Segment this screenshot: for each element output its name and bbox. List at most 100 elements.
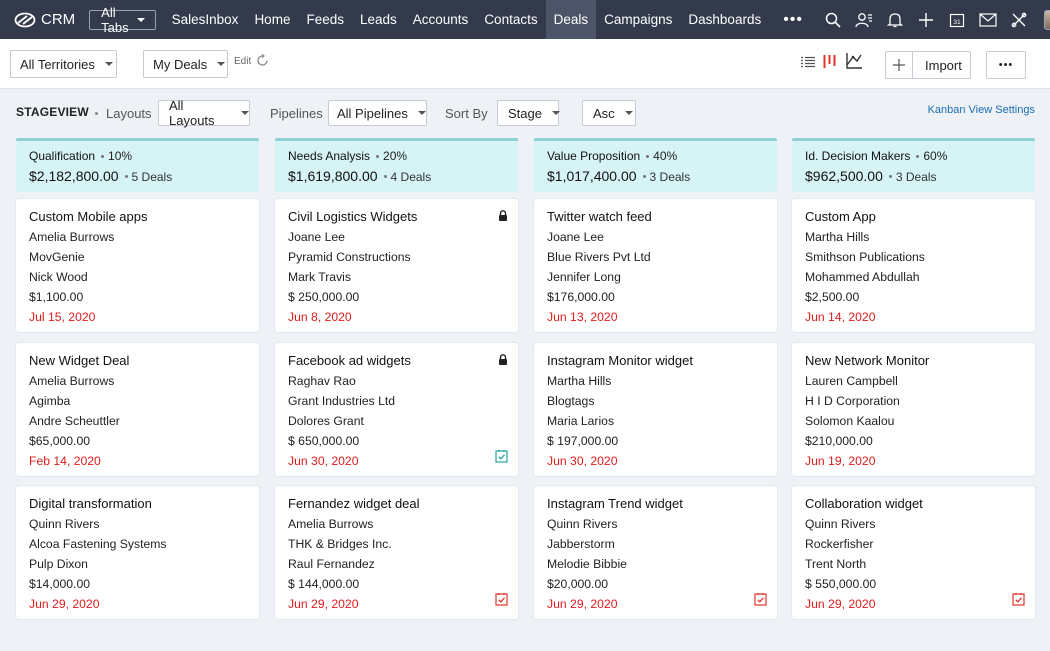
deal-amount: $2,500.00 [805,290,860,304]
pipelines-dropdown[interactable]: All Pipelines [328,100,427,126]
more-tabs-button[interactable]: ••• [783,10,804,28]
search-icon[interactable] [817,0,848,39]
territory-label: All Territories [20,56,95,72]
separator-dot [646,154,650,158]
deal-contact: Quinn Rivers [29,517,100,531]
bell-icon[interactable] [879,0,910,39]
chevron-down-icon [624,111,633,115]
contacts-icon[interactable] [848,0,879,39]
deal-closing-date: Jun 8, 2020 [288,310,352,324]
deal-account: Grant Industries Ltd [288,394,396,408]
deal-card[interactable]: Instagram Trend widget Quinn Rivers Jabber… [534,486,777,619]
deal-card[interactable]: Digital transformation Quinn Rivers Alcoa … [16,486,259,619]
top-navigation: CRM All Tabs SalesInbox Home Feeds Leads Acc… [0,0,1050,39]
pipelines-label: Pipelines [270,106,323,121]
deal-card[interactable]: Civil Logistics Widgets Joane Lee Pyramid … [275,199,518,332]
calendar-number: 31 [953,19,961,26]
deal-name[interactable]: Instagram Trend widget [547,496,683,511]
deal-name[interactable]: Custom App [805,209,876,224]
toolbar: All Territories My Deals Edit Import ••• [0,39,1050,89]
deal-card[interactable]: New Widget Deal Amelia Burrows Agimba Andre… [16,343,259,476]
edit-view-link[interactable]: Edit [234,56,252,67]
app-name: CRM [41,11,76,28]
deal-name[interactable]: Custom Mobile apps [29,209,148,224]
nav-tab-deals[interactable]: Deals [545,0,597,39]
territory-dropdown[interactable]: All Territories [10,50,117,78]
nav-tab-campaigns[interactable]: Campaigns [604,12,673,27]
plus-icon[interactable] [910,0,941,39]
layouts-label: Layouts [106,106,152,121]
deal-name[interactable]: Fernandez widget deal [288,496,420,511]
deal-owner: Dolores Grant [288,414,364,428]
deal-card[interactable]: Facebook ad widgets Raghav Rao Grant Indus… [275,343,518,476]
separator-dot [916,154,920,158]
import-button[interactable]: Import [925,57,962,73]
deal-card[interactable]: Fernandez widget deal Amelia Burrows THK &… [275,486,518,619]
nav-tab-leads[interactable]: Leads [359,12,397,27]
task-icon[interactable] [495,449,508,466]
sort-order-dropdown[interactable]: Asc [582,100,636,126]
stage-name: Value Proposition [547,149,641,163]
nav-tab-contacts[interactable]: Contacts [484,12,538,27]
nav-tab-accounts[interactable]: Accounts [412,12,469,27]
deal-owner: Andre Scheuttler [29,414,120,428]
refresh-icon[interactable] [256,54,269,67]
chart-view-icon[interactable] [845,53,862,70]
deal-account: Agimba [29,394,71,408]
deal-closing-date: Jun 29, 2020 [805,597,876,611]
crm-logo-icon [14,12,36,27]
deal-amount: $ 197,000.00 [547,434,619,448]
deal-account: MovGenie [29,250,85,264]
deal-card[interactable]: Custom App Martha Hills Smithson Publicati… [792,199,1035,332]
kanban-view-icon[interactable] [823,55,836,68]
deal-name[interactable]: Twitter watch feed [547,209,652,224]
deal-contact: Raghav Rao [288,374,356,388]
custom-view-dropdown[interactable]: My Deals [143,50,228,78]
chevron-down-icon [417,111,426,115]
stage-deal-count: 3 Deals [895,170,937,184]
deal-owner: Solomon Kaalou [805,414,895,428]
nav-tab-salesinbox[interactable]: SalesInbox [171,12,239,27]
tools-icon[interactable] [1003,0,1034,39]
more-actions-button[interactable]: ••• [986,51,1026,79]
calendar-icon[interactable]: 31 [941,0,972,39]
sortby-dropdown[interactable]: Stage [497,100,560,126]
deal-card[interactable]: Collaboration widget Quinn Rivers Rockerfi… [792,486,1035,619]
deal-name[interactable]: Instagram Monitor widget [547,353,693,368]
list-view-icon[interactable] [801,56,815,69]
deal-card[interactable]: Twitter watch feed Joane Lee Blue Rivers P… [534,199,777,332]
mail-icon[interactable] [972,0,1003,39]
deal-name[interactable]: New Widget Deal [29,353,130,368]
deal-closing-date: Jun 19, 2020 [805,454,876,468]
stage-probability: 20% [383,149,408,163]
lock-icon [498,209,508,224]
task-icon[interactable] [495,592,508,609]
chevron-down-icon [241,111,249,115]
deal-card[interactable]: New Network Monitor Lauren Campbell H I D … [792,343,1035,476]
create-deal-button[interactable] [886,52,913,78]
deal-owner: Nick Wood [29,270,88,284]
deal-name[interactable]: Collaboration widget [805,496,923,511]
deal-closing-date: Jun 30, 2020 [288,454,359,468]
user-avatar[interactable] [1044,9,1050,30]
nav-tab-dashboards[interactable]: Dashboards [688,12,762,27]
deal-name[interactable]: New Network Monitor [805,353,930,368]
kanban-view-settings-link[interactable]: Kanban View Settings [927,104,1035,116]
deal-name[interactable]: Civil Logistics Widgets [288,209,418,224]
deal-card[interactable]: Custom Mobile apps Amelia Burrows MovGenie… [16,199,259,332]
stage-header: Value Proposition 40% $1,017,400.00 3 Deals [534,138,777,192]
deal-name[interactable]: Facebook ad widgets [288,353,411,368]
deal-name[interactable]: Digital transformation [29,496,152,511]
nav-tab-feeds[interactable]: Feeds [306,12,344,27]
deal-card[interactable]: Instagram Monitor widget Martha Hills Blog… [534,343,777,476]
deal-amount: $20,000.00 [547,577,608,591]
layouts-dropdown[interactable]: All Layouts [158,98,250,128]
task-icon[interactable] [1012,592,1025,609]
nav-tab-home[interactable]: Home [254,12,291,27]
task-icon[interactable] [754,592,767,609]
separator-dot [642,175,646,178]
crm-logo[interactable]: CRM [14,11,75,28]
deal-owner: Jennifer Long [547,270,621,284]
all-tabs-button[interactable]: All Tabs [89,5,156,35]
stage-column: Value Proposition 40% $1,017,400.00 3 Deals… [534,138,777,619]
